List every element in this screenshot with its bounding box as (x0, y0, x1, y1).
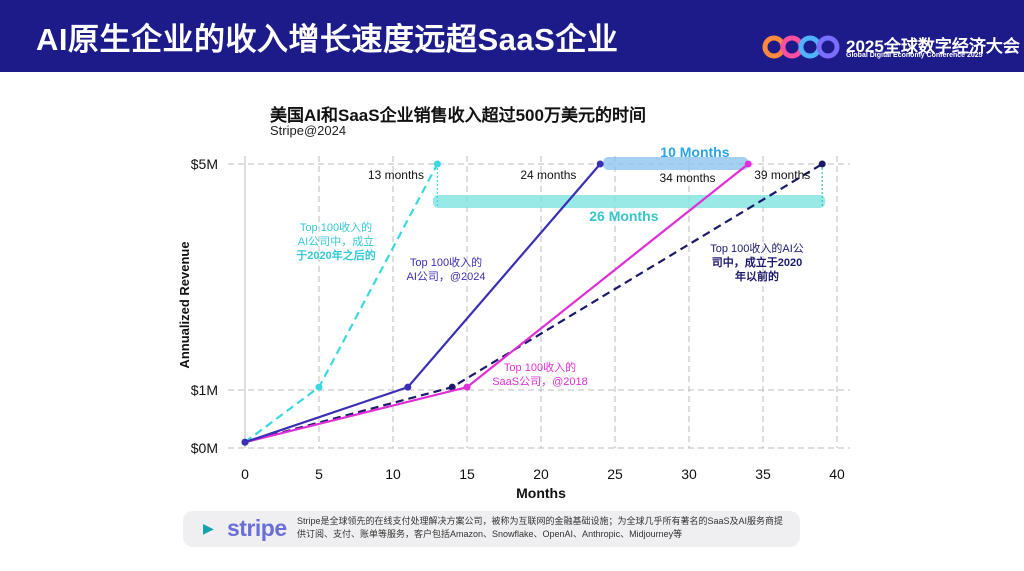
label-saas: Top 100收入的 (504, 360, 576, 374)
data-point-saas (744, 160, 752, 168)
gap-10-months-band (603, 157, 749, 170)
label-ai-all: AI公司，@2024 (406, 271, 485, 283)
label-ai-all: Top 100收入的 (410, 255, 482, 269)
gap-10-months-label: 10 Months (660, 144, 729, 160)
y-tick-label: $0M (191, 440, 218, 456)
y-tick-label: $1M (191, 382, 218, 398)
y-axis-label: Annualized Revenue (177, 241, 192, 368)
data-point-ai_all (596, 160, 604, 168)
x-tick-label: 30 (681, 466, 697, 482)
label-ai-post2020: Top 100收入的 (300, 220, 372, 234)
gap-26-months-label: 26 Months (589, 208, 658, 224)
label-ai-post2020: 于2020年之后的 (296, 248, 375, 262)
data-point-ai_pre2020 (818, 160, 826, 168)
x-tick-label: 40 (829, 466, 845, 482)
series-line-ai_post2020 (244, 163, 439, 444)
x-tick-label: 20 (533, 466, 549, 482)
slide-title: AI原生企业的收入增长速度远超SaaS企业 (36, 22, 619, 57)
x-tick-label: 5 (315, 466, 323, 482)
x-tick-label: 35 (755, 466, 771, 482)
x-tick-label: 0 (241, 466, 249, 482)
footer-note: ▶ stripe Stripe是全球领先的在线支付处理解决方案公司，被称为互联网… (183, 511, 800, 547)
chart-source: Stripe@2024 (270, 123, 347, 138)
stripe-logo: stripe (227, 515, 287, 541)
time-label-34-months: 34 months (659, 171, 715, 185)
x-axis-label: Months (516, 485, 566, 500)
chart-title: 美国AI和SaaS企业销售收入超过500万美元的时间 (270, 106, 646, 125)
revenue-chart: 0 5 10 15 20 25 30 35 40 $0M $1M $5M Months Annualize… (177, 144, 850, 500)
label-ai-pre2020: 年以前的 (735, 269, 779, 283)
time-label-39-months: 39 months (754, 168, 810, 182)
label-ai-post2020: AI公司中，成立 (298, 234, 374, 248)
y-tick-label: $5M (191, 156, 218, 172)
header-bar: AI原生企业的收入增长速度远超SaaS企业 2025全球数字经济大会 Globa… (0, 0, 1024, 72)
label-ai-pre2020: 司中，成立于2020 (712, 255, 802, 269)
conference-name: 2025全球数字经济大会 (846, 37, 1020, 56)
conference-subtitle: Global Digital Economy Conference 2025 (846, 52, 983, 59)
label-saas: SaaS公司，@2018 (492, 376, 588, 388)
chevron-right-icon: ▶ (203, 520, 214, 536)
data-point-ai_post2020 (433, 160, 441, 168)
label-ai-pre2020: Top 100收入的AI公 (710, 241, 804, 255)
x-tick-label: 15 (459, 466, 475, 482)
data-point-saas (463, 383, 471, 391)
gdec-logo-icon (762, 35, 840, 59)
data-point-ai_all (404, 383, 412, 391)
x-tick-label: 10 (385, 466, 401, 482)
x-tick-label: 25 (607, 466, 623, 482)
data-point-ai_pre2020 (448, 383, 456, 391)
data-point-ai_post2020 (315, 383, 323, 391)
time-label-24-months: 24 months (520, 168, 576, 182)
data-point-ai_all (241, 438, 249, 446)
time-label-13-months: 13 months (368, 168, 424, 182)
footer-text: Stripe是全球领先的在线支付处理解决方案公司，被称为互联网的金融基础设施；为… (297, 516, 784, 539)
gap-26-months-band (432, 195, 826, 208)
